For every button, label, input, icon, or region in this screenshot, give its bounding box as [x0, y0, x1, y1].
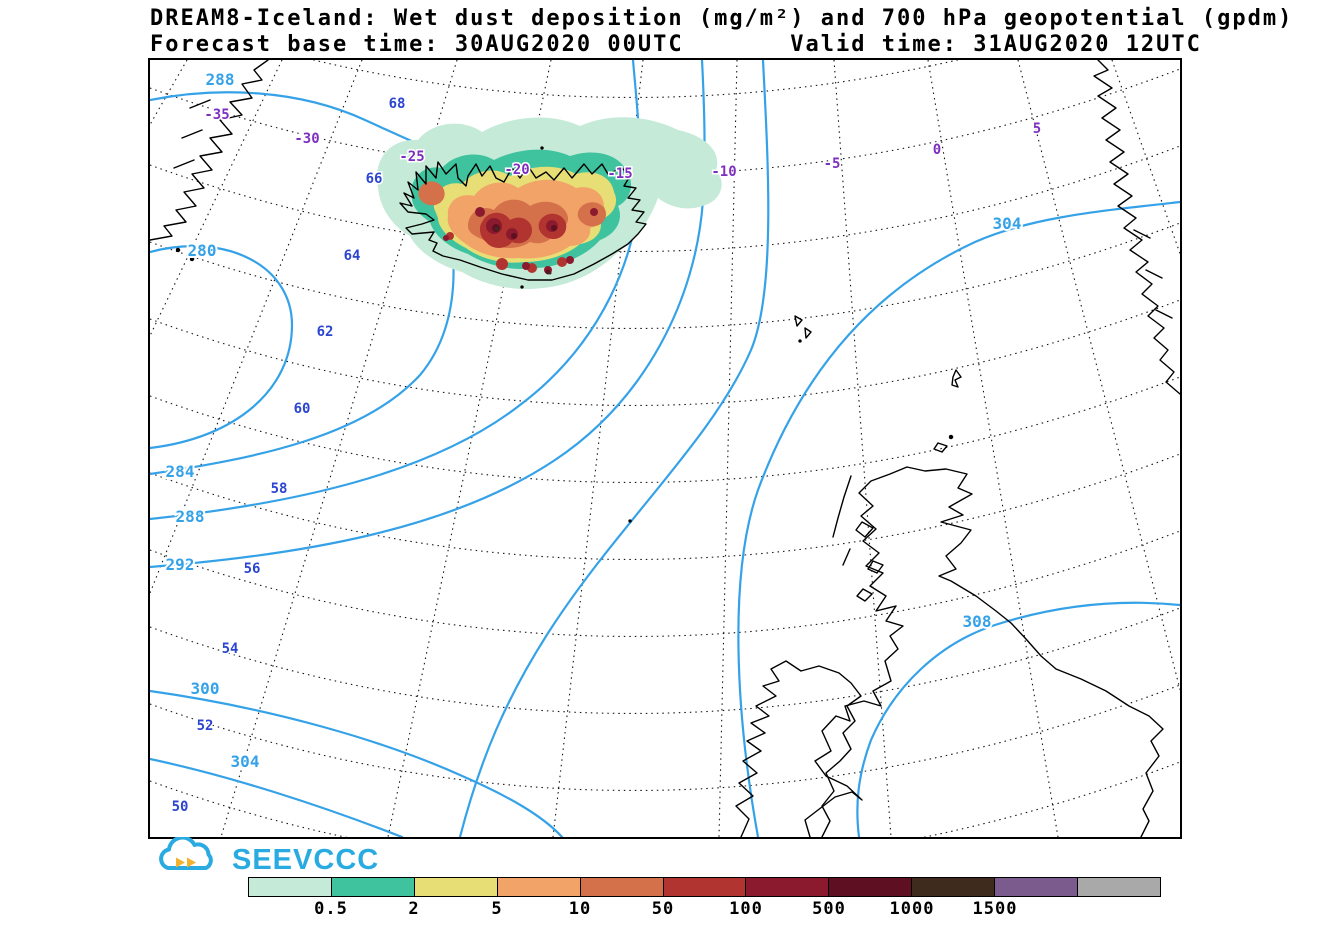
dust-deposition-layer	[376, 117, 722, 290]
latitude-label: 62	[317, 324, 334, 340]
colorbar-labels: 0.5 2 5 10 50 100 500 1000 1500	[248, 899, 1161, 921]
map-canvas: 288 280 284 288 292 300 304 304 308 -35 …	[150, 60, 1180, 837]
longitude-label: -5	[824, 156, 841, 172]
contour-label: 284	[166, 462, 195, 481]
latitude-label: 58	[271, 481, 288, 497]
contour-label: 304	[231, 752, 260, 771]
forecast-time-subtitle: Forecast base time: 30AUG2020 00UTC Vali…	[150, 32, 1202, 57]
longitude-label: -15	[607, 166, 632, 182]
colorbar-segment	[1077, 877, 1161, 897]
colorbar-segment	[745, 877, 830, 897]
latitude-labels: 68 66 64 62 60 58 56 54 52 50	[170, 95, 407, 817]
colorbar-segment	[330, 877, 415, 897]
longitude-label: -30	[294, 131, 319, 147]
colorbar-label: 1000	[889, 899, 935, 919]
colorbar-segment	[496, 877, 581, 897]
colorbar-segment	[662, 877, 747, 897]
longitude-labels: -35 -30 -25 -20 -15 -10 -5 0 5	[203, 106, 1043, 184]
cloud-icon	[159, 835, 213, 870]
longitude-label: 5	[1033, 121, 1041, 137]
contour-label: 292	[166, 555, 195, 574]
colorbar-label: 100	[729, 899, 763, 919]
longitude-label: -25	[399, 149, 424, 165]
logo-text: SEEVCCC	[232, 844, 379, 876]
contour-label: 288	[206, 70, 235, 89]
contour-label: 300	[191, 679, 220, 698]
colorbar-label: 5	[491, 899, 503, 919]
seevccc-logo: SEEVCCC	[150, 835, 410, 877]
geopotential-labels: 288 280 284 288 292 300 304 304 308	[164, 68, 1024, 773]
latitude-label: 66	[366, 171, 383, 187]
colorbar	[248, 877, 1161, 897]
latitude-label: 50	[172, 799, 189, 815]
chevron-icon	[176, 857, 185, 868]
graticule	[150, 60, 1180, 837]
longitude-label: 0	[933, 142, 941, 158]
colorbar-label: 0.5	[314, 899, 348, 919]
latitude-label: 60	[294, 401, 311, 417]
contour-label: 304	[993, 214, 1022, 233]
colorbar-label: 500	[812, 899, 846, 919]
colorbar-label: 50	[651, 899, 675, 919]
latitude-label: 68	[389, 96, 406, 112]
latitude-label: 56	[244, 561, 261, 577]
colorbar-label: 10	[568, 899, 592, 919]
colorbar-segment	[248, 877, 332, 897]
longitude-label: -35	[204, 107, 229, 123]
colorbar-segment	[579, 877, 664, 897]
contour-label: 308	[963, 612, 992, 631]
longitude-label: -10	[711, 164, 736, 180]
longitude-label: -20	[504, 162, 529, 178]
map-title: DREAM8-Iceland: Wet dust deposition (mg/…	[150, 6, 1294, 31]
colorbar-label: 1500	[972, 899, 1018, 919]
colorbar-label: 2	[408, 899, 420, 919]
contour-label: 288	[176, 507, 205, 526]
latitude-label: 54	[222, 641, 239, 657]
colorbar-segment	[413, 877, 498, 897]
latitude-label: 52	[197, 718, 214, 734]
chevron-icon	[187, 857, 196, 868]
weather-map: 288 280 284 288 292 300 304 304 308 -35 …	[148, 58, 1182, 839]
colorbar-segment	[828, 877, 913, 897]
contour-label: 280	[188, 241, 217, 260]
coastlines	[150, 60, 1180, 837]
colorbar-segment	[911, 877, 996, 897]
colorbar-segment	[994, 877, 1079, 897]
latitude-label: 64	[344, 248, 361, 264]
